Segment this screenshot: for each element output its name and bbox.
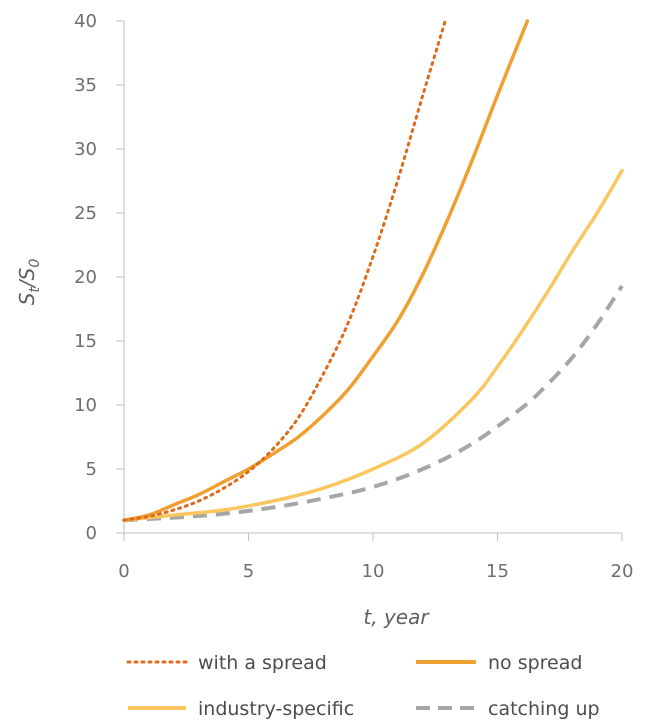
y-axis-title: St/S0 [15,259,43,306]
legend: with a spread no spread industry-specifi… [126,652,600,720]
y-tick-label: 15 [74,331,97,352]
y-tick-label: 20 [74,267,97,288]
y-axis: 0 5 10 15 20 25 30 35 40 [74,11,125,544]
legend-item-no-spread: no spread [416,652,582,674]
y-tick-label: 40 [74,11,97,32]
series-lines [122,19,624,523]
legend-label-no-spread: no spread [488,652,582,674]
y-tick-label: 30 [74,139,97,160]
legend-label-with-a-spread: with a spread [198,652,327,674]
legend-item-with-a-spread: with a spread [126,652,327,674]
x-axis-title: t, year [363,605,430,629]
series-line-no-spread [122,19,530,522]
y-tick-label: 0 [86,523,97,544]
y-axis-title-sep: /S [15,267,39,289]
legend-item-catching-up: catching up [416,698,600,720]
y-tick-label: 10 [74,395,97,416]
x-tick-label: 10 [362,561,385,582]
x-tick-label: 5 [243,561,254,582]
x-tick-label: 20 [611,561,634,582]
y-axis-title-sub2: 0 [27,259,43,268]
y-tick-label: 5 [86,459,97,480]
series-line-catching-up [123,284,624,523]
x-tick-label: 15 [486,561,509,582]
legend-label-industry-specific: industry-specific [198,698,354,720]
y-tick-label: 35 [74,75,97,96]
y-axis-title-main: S [15,292,39,305]
legend-item-industry-specific: industry-specific [128,698,354,720]
series-line-industry-specific [122,169,624,522]
legend-label-catching-up: catching up [488,698,600,720]
y-tick-label: 25 [74,203,97,224]
x-tick-label: 0 [118,561,129,582]
y-axis-title-sub1: t [27,287,43,293]
series-line-with-a-spread [122,19,447,522]
x-axis: 0 5 10 15 20 [118,532,634,582]
